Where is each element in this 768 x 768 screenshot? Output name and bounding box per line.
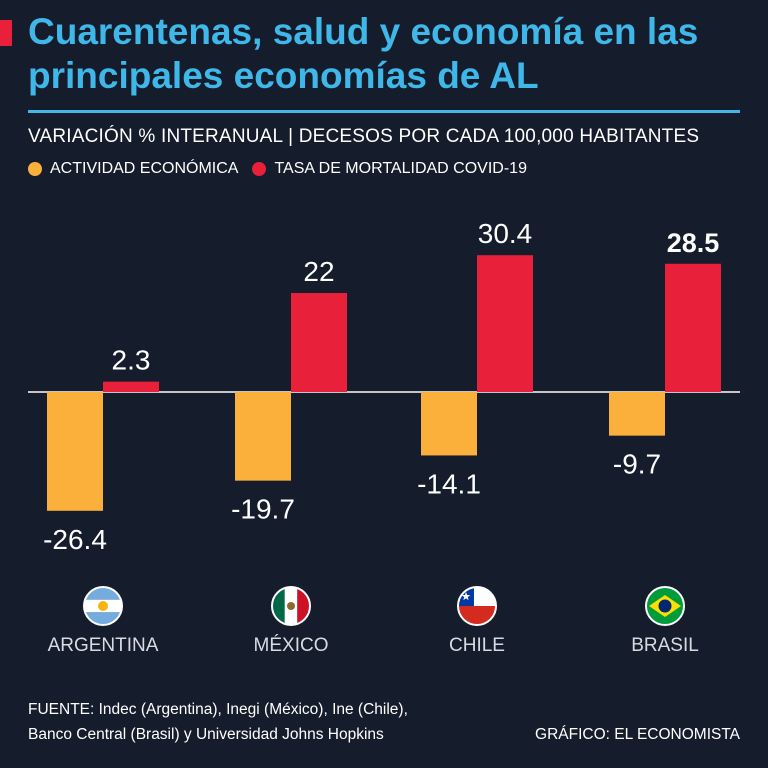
value-label-activity-mexico: -19.7	[231, 494, 295, 525]
bar-activity-chile	[421, 392, 477, 456]
legend: ACTIVIDAD ECONÓMICA TASA DE MORTALIDAD C…	[28, 160, 541, 178]
mexico-flag-icon	[271, 586, 311, 626]
legend-item-activity: ACTIVIDAD ECONÓMICA	[28, 160, 238, 178]
graphic-credit: GRÁFICO: EL ECONOMISTA	[535, 726, 740, 743]
value-label-mortality-mexico: 22	[303, 256, 334, 287]
value-label-mortality-argentina: 2.3	[112, 345, 151, 376]
value-label-activity-brasil: -9.7	[613, 449, 661, 480]
bar-activity-argentina	[47, 392, 103, 511]
title-divider	[28, 110, 740, 113]
bar-mortality-argentina	[103, 381, 159, 392]
category-label-argentina: ARGENTINA	[48, 635, 159, 656]
bar-mortality-brasil	[665, 263, 721, 392]
bar-activity-mexico	[235, 392, 291, 481]
value-label-mortality-brasil: 28.5	[667, 228, 720, 258]
title-accent-bar	[0, 20, 12, 46]
category-label-brasil: BRASIL	[631, 635, 699, 656]
argentina-flag-icon	[83, 586, 123, 626]
legend-swatch-mortality	[252, 162, 267, 176]
chile-flag-icon	[457, 586, 497, 626]
value-label-mortality-chile: 30.4	[478, 218, 533, 249]
bar-mortality-mexico	[291, 293, 347, 392]
legend-swatch-activity	[28, 162, 42, 176]
legend-item-mortality: TASA DE MORTALIDAD COVID-19	[252, 160, 527, 178]
legend-label-activity: ACTIVIDAD ECONÓMICA	[50, 160, 239, 177]
category-label-chile: CHILE	[449, 635, 505, 656]
source-line-1: FUENTE: Indec (Argentina), Inegi (México…	[28, 701, 408, 718]
bar-mortality-chile	[477, 255, 533, 392]
brazil-flag-icon	[645, 586, 685, 626]
source-note: FUENTE: Indec (Argentina), Inegi (México…	[28, 697, 408, 747]
value-label-activity-argentina: -26.4	[43, 524, 107, 555]
chart-title: Cuarentenas, salud y economía en las pri…	[28, 11, 699, 96]
legend-label-mortality: TASA DE MORTALIDAD COVID-19	[274, 160, 527, 177]
value-label-activity-chile: -14.1	[417, 468, 481, 499]
category-label-mexico: MÉXICO	[254, 635, 329, 656]
source-line-2: Banco Central (Brasil) y Universidad Joh…	[28, 726, 384, 743]
bar-activity-brasil	[609, 392, 665, 436]
chart-subtitle: VARIACIÓN % INTERANUAL | DECESOS POR CAD…	[28, 126, 700, 147]
